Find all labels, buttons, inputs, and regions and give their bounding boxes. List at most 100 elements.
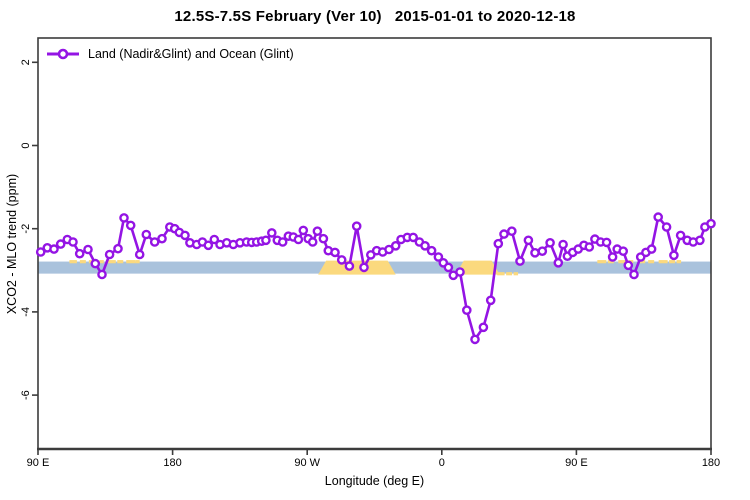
x-tick-label: 90 E (565, 457, 588, 469)
data-point (104, 249, 115, 260)
data-point (669, 250, 679, 261)
data-point (74, 248, 85, 259)
data-point (266, 228, 277, 238)
data-point (523, 235, 534, 246)
y-tick-label: -2 (20, 224, 32, 234)
flag-segment (318, 260, 396, 275)
y-axis-title: XCO2 - MLO trend (ppm) (5, 173, 19, 315)
data-point (426, 245, 437, 256)
x-tick-label: 180 (702, 457, 720, 469)
data-point (499, 229, 509, 239)
data-point (433, 252, 444, 262)
flag-speckle (669, 260, 676, 264)
data-point (390, 240, 401, 251)
data-point (545, 237, 555, 248)
data-point (653, 212, 664, 222)
data-point (180, 230, 190, 241)
data-point (298, 225, 309, 236)
legend: Land (Nadir&Glint) and Ocean (Glint) (46, 47, 294, 61)
data-point (537, 246, 548, 256)
data-point (675, 230, 686, 241)
data-point (330, 247, 340, 258)
data-point (408, 232, 419, 243)
flag-speckle (607, 260, 614, 264)
data-point (646, 244, 657, 254)
flag-speckle (497, 272, 505, 276)
data-point (209, 234, 220, 245)
data-point (318, 233, 329, 244)
flag-speckle (676, 260, 682, 264)
data-point (455, 267, 465, 277)
flag-speckle (648, 260, 655, 264)
flag-segment (455, 260, 500, 275)
legend-label: Land (Nadir&Glint) and Ocean (Glint) (88, 47, 294, 61)
data-point (307, 237, 318, 247)
data-point (344, 261, 355, 271)
flag-speckle (135, 260, 140, 264)
data-point (293, 234, 304, 245)
data-point (35, 247, 46, 257)
data-point (553, 257, 564, 268)
flag-speckle (79, 260, 86, 264)
data-point (113, 243, 123, 254)
data-point (623, 260, 634, 271)
flag-speckle (126, 260, 136, 264)
data-point (443, 262, 454, 273)
y-tick-label: -6 (20, 390, 32, 400)
data-point (493, 238, 504, 249)
chart-title: 12.5S-7.5S February (Ver 10) 2015-01-01 … (174, 8, 576, 25)
data-point (336, 255, 347, 265)
flag-speckle (69, 260, 77, 264)
data-point (83, 244, 93, 255)
x-tick-label: 0 (439, 457, 445, 469)
flag-speckle (658, 260, 668, 264)
data-point (359, 262, 369, 273)
data-point (277, 237, 288, 247)
flag-speckle (506, 272, 513, 276)
legend-marker-icon (47, 48, 79, 60)
data-point (607, 252, 618, 262)
flag-speckle (99, 260, 104, 264)
data-point (461, 305, 472, 316)
data-point (478, 322, 489, 333)
flag-speckle (108, 260, 116, 264)
data-point (601, 237, 612, 248)
y-tick-label: 0 (20, 142, 32, 148)
data-point (695, 235, 705, 246)
flag-speckle (597, 260, 607, 264)
data-point (203, 240, 214, 251)
data-point (97, 269, 107, 280)
data-point (55, 239, 66, 249)
flag-speckle (513, 272, 519, 276)
series-line (39, 215, 713, 341)
data-point (134, 249, 145, 260)
data-point (558, 239, 568, 250)
data-point (119, 213, 129, 223)
y-tick-label: 2 (20, 59, 32, 65)
data-point (618, 246, 629, 256)
data-point (68, 237, 78, 247)
data-point (506, 226, 517, 236)
x-tick-label: 90 E (27, 457, 50, 469)
data-point (661, 222, 672, 232)
flag-speckle (117, 260, 124, 264)
data-point (125, 220, 136, 231)
data-point (420, 240, 430, 251)
data-point (157, 233, 167, 244)
data-point (312, 226, 323, 236)
x-axis-title: Longitude (deg E) (324, 474, 425, 488)
data-point (485, 295, 496, 306)
data-point (49, 244, 59, 254)
data-point (584, 242, 595, 252)
data-point (261, 235, 271, 246)
data-point (141, 229, 152, 240)
data-point (351, 221, 362, 231)
data-point (149, 237, 160, 247)
x-tick-label: 90 W (294, 457, 320, 469)
data-point (90, 258, 101, 269)
data-point (384, 244, 394, 255)
x-tick-label: 180 (163, 457, 181, 469)
data-point (629, 269, 639, 280)
